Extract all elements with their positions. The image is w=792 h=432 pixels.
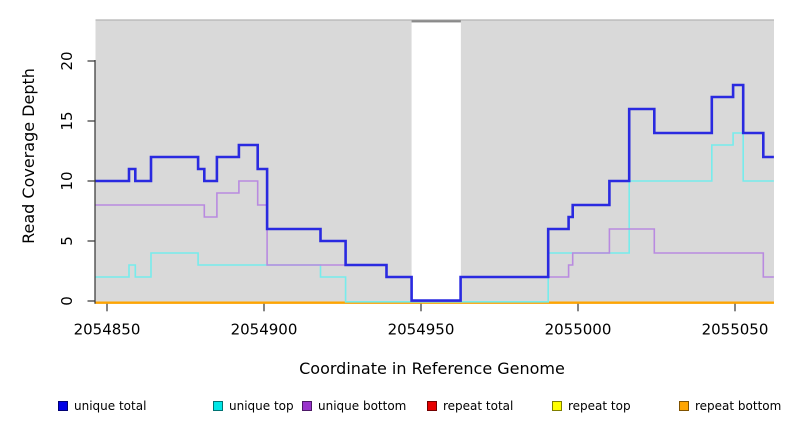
legend-item-repeat-total: repeat total bbox=[427, 398, 514, 413]
chart-layers: 0 5 10 15 20 2054850 2054900 2054950 2055000 2055… bbox=[58, 19, 774, 339]
y-tick-label: 5 bbox=[58, 236, 76, 246]
x-tick-label: 2054850 bbox=[74, 321, 141, 339]
legend-item-repeat-top: repeat top bbox=[552, 398, 631, 413]
legend-label: unique total bbox=[74, 398, 147, 413]
y-tick-label: 0 bbox=[58, 296, 76, 306]
x-axis-title: Coordinate in Reference Genome bbox=[299, 359, 565, 378]
y-axis-title: Read Coverage Depth bbox=[19, 68, 38, 244]
legend-label: repeat total bbox=[443, 398, 514, 413]
legend-swatch-unique-bottom bbox=[302, 400, 312, 411]
x-tick-label: 2055000 bbox=[545, 321, 612, 339]
legend-label: unique top bbox=[229, 398, 294, 413]
legend-swatch-repeat-bottom bbox=[679, 400, 689, 411]
x-tick-label: 2054950 bbox=[388, 321, 455, 339]
legend-item-unique-total: unique total bbox=[58, 398, 147, 413]
legend-swatch-unique-top bbox=[213, 400, 223, 411]
x-tick-label: 2054900 bbox=[231, 321, 298, 339]
legend-swatch-unique-total bbox=[58, 400, 68, 411]
x-tick-label: 2055050 bbox=[702, 321, 769, 339]
legend-swatch-repeat-total bbox=[427, 400, 437, 411]
y-tick-label: 10 bbox=[58, 171, 76, 190]
legend-label: unique bottom bbox=[318, 398, 407, 413]
series-line-unique-total bbox=[95, 83, 774, 302]
legend-item-repeat-bottom: repeat bottom bbox=[679, 398, 782, 413]
legend-item-unique-top: unique top bbox=[213, 398, 294, 413]
masked-region-cap bbox=[411, 20, 461, 23]
legend-swatch-repeat-top bbox=[552, 400, 562, 411]
masked-region bbox=[411, 22, 461, 304]
y-tick-label: 20 bbox=[58, 51, 76, 70]
legend-label: repeat top bbox=[568, 398, 631, 413]
legend: unique total unique top unique bottom repea… bbox=[0, 399, 792, 415]
series-line-unique-top bbox=[95, 132, 774, 303]
legend-label: repeat bottom bbox=[695, 398, 782, 413]
y-tick-label: 15 bbox=[58, 111, 76, 130]
legend-item-unique-bottom: unique bottom bbox=[302, 398, 407, 413]
